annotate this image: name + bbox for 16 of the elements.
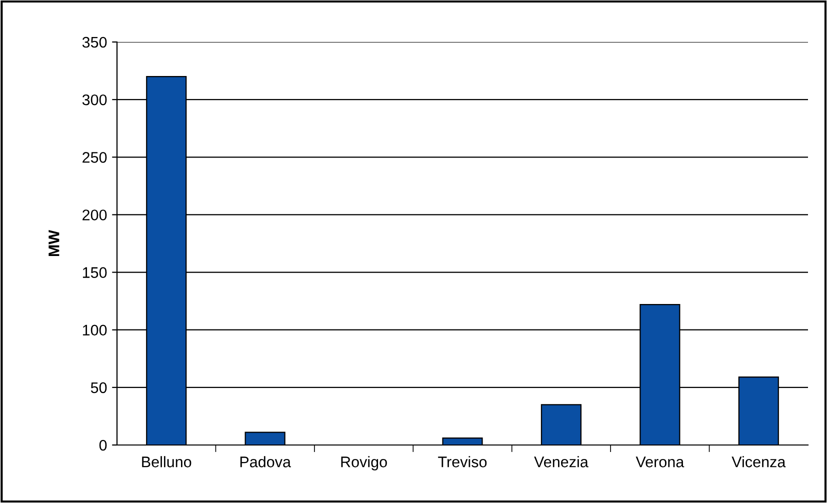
x-tick-label: Verona (636, 456, 684, 468)
x-tick-label: Rovigo (341, 456, 387, 470)
x-tick-label: Venezia (534, 456, 588, 468)
x-tick-label: Vicenza (732, 456, 786, 468)
y-tick-label: 200 (82, 210, 107, 220)
y-tick-label: 350 (82, 36, 107, 48)
x-tick-label: Treviso (438, 456, 487, 468)
y-tick-label: 50 (90, 382, 107, 394)
y-tick-label: 0 (99, 440, 107, 451)
y-tick-label: 300 (82, 94, 107, 106)
y-tick-label: 100 (82, 324, 107, 336)
y-axis-title: MW (48, 230, 60, 256)
x-tick-label: Belluno (142, 456, 192, 468)
y-tick-label: 150 (82, 267, 107, 278)
x-tick-label: Padova (240, 456, 291, 468)
y-tick-label: 250 (82, 152, 107, 163)
